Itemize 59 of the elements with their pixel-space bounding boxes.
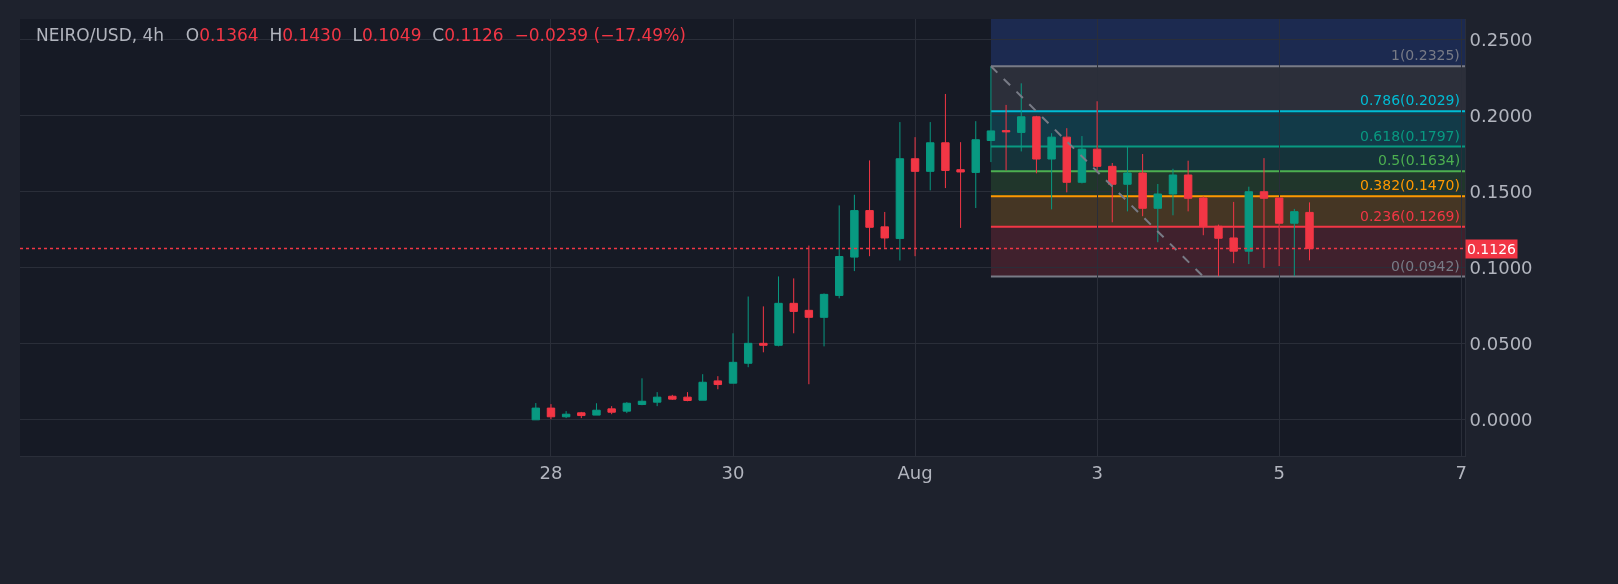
ref-line-label: 0.382(0.1470): [1360, 177, 1460, 193]
candlestick: [1153, 183, 1163, 243]
x-tick-label: 3: [1091, 461, 1103, 483]
candlestick: [759, 305, 768, 353]
candlestick: [926, 121, 935, 191]
candlestick: [637, 377, 647, 406]
candlestick: [713, 375, 723, 390]
candlestick: [1032, 115, 1041, 174]
x-tick-label: 30: [721, 461, 745, 483]
candlestick: [895, 121, 905, 261]
candlestick: [850, 194, 859, 272]
candlestick: [956, 141, 965, 229]
candlestick: [1244, 186, 1254, 265]
candlestick: [971, 120, 980, 209]
x-tick-label: Aug: [897, 461, 933, 483]
y-tick-label: 0.1500: [1469, 181, 1533, 203]
ref-line-label: 0.786(0.2029): [1360, 92, 1460, 108]
y-tick-label: 0.0000: [1469, 409, 1533, 431]
candlestick: [1062, 127, 1071, 193]
candlestick: [668, 394, 677, 401]
candlestick: [683, 391, 692, 402]
ref-line-label: 0(0.0942): [1391, 258, 1460, 274]
candlestick: [592, 402, 601, 416]
candlestick: [1183, 160, 1193, 212]
candlestick: [652, 391, 662, 407]
candlestick: [941, 93, 950, 189]
candlestick: [561, 410, 571, 419]
y-tick-label: 0.2500: [1469, 28, 1533, 50]
candlestick: [819, 292, 829, 347]
candlestick: [1290, 208, 1299, 277]
candlestick: [577, 411, 586, 419]
candlestick: [774, 275, 783, 347]
candlestick: [546, 403, 556, 420]
candlestick: [743, 296, 753, 368]
candlestick: [1138, 153, 1147, 217]
chart-title: NEIRO/USD, 4h: [36, 25, 165, 45]
candlestick: [698, 373, 707, 401]
ref-line-label: 1(0.2325): [1391, 47, 1460, 63]
candlestick: [607, 405, 616, 415]
candlestick: [1092, 100, 1102, 173]
candlestick: [1108, 162, 1117, 223]
y-tick-label: 0.1000: [1469, 257, 1533, 279]
ref-line-label: 0.5(0.1634): [1378, 152, 1461, 168]
candlestick: [1001, 104, 1011, 171]
candlestick: [531, 402, 541, 421]
x-tick-label: 5: [1273, 461, 1285, 483]
candlestick: [728, 332, 738, 384]
x-tick-label: 7: [1455, 461, 1467, 483]
ref-line-label: 0.1126: [1467, 241, 1517, 257]
candlestick: [789, 277, 798, 334]
chart-subtitle: O0.1364 H0.1430 L0.1049 C0.1126 −0.0239 (−17.49%): [185, 25, 686, 45]
ref-line-label: 0.236(0.1269): [1360, 208, 1460, 224]
candlestick: [835, 204, 844, 299]
y-tick-label: 0.0500: [1469, 333, 1533, 355]
y-tick-label: 0.2000: [1469, 105, 1533, 127]
candlestick: [1168, 168, 1178, 216]
ref-line-label: 0.618(0.1797): [1360, 128, 1460, 144]
candlestick: [622, 401, 632, 414]
x-tick-label: 28: [539, 461, 563, 483]
